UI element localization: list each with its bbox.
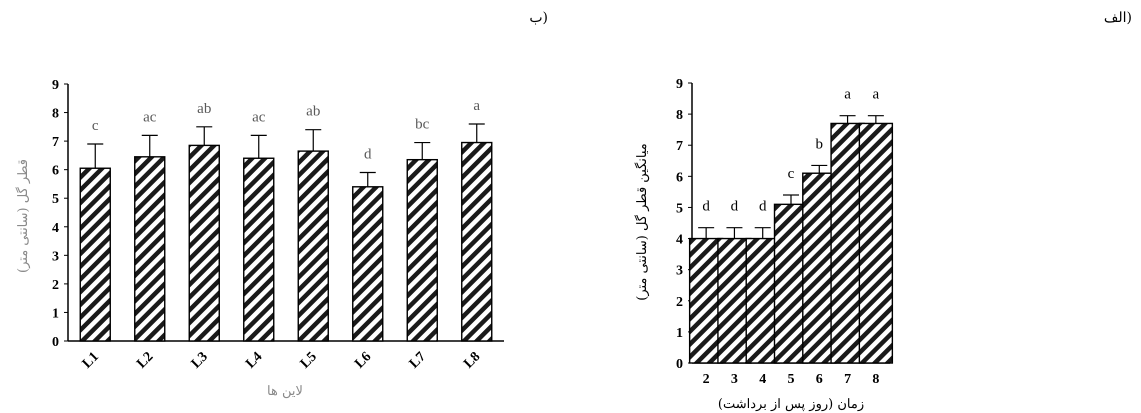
significance-letter: c	[788, 166, 795, 182]
y-tick-label: 5	[52, 192, 59, 207]
significance-letter: d	[364, 147, 372, 163]
x-tick-label: L1	[80, 349, 102, 371]
bar	[134, 156, 166, 342]
x-tick-label: 8	[872, 372, 879, 387]
y-tick-label: 8	[676, 108, 683, 123]
y-tick-label: 3	[52, 249, 59, 264]
significance-letter: d	[731, 199, 739, 215]
chart-b-xlabel: لاین ها	[267, 384, 303, 399]
significance-letter: ab	[197, 101, 211, 117]
chart-b-lines: 0 1 2 3 4 5 6 7 8 9 c L1 ac L2 ab L3 ac L4 ab L5 d L6 bc L7 a L8	[52, 78, 504, 372]
y-tick-label: 7	[52, 135, 59, 150]
y-tick-label: 1	[676, 326, 683, 341]
x-tick-label: L5	[298, 349, 320, 371]
x-tick-label: L2	[134, 349, 156, 371]
y-tick-label: 3	[676, 264, 683, 279]
y-tick-label: 4	[52, 221, 59, 236]
y-tick-label: 0	[676, 357, 683, 372]
x-tick-label: L4	[243, 349, 265, 371]
x-tick-label: 3	[731, 372, 738, 387]
chart-alef-ylabel: میانگین قطر گل (سانتی متر)	[634, 143, 650, 301]
x-tick-label: 5	[788, 372, 795, 387]
bar	[717, 237, 752, 364]
significance-letter: a	[473, 98, 480, 114]
x-tick-label: L7	[407, 349, 429, 371]
chart-alef-days: 0 1 2 3 4 5 6 7 8 9 d 2 d 3 d 4 c 5 b 6 a 7 a 8	[676, 77, 894, 387]
bar	[243, 157, 275, 342]
x-tick-label: 7	[844, 372, 851, 387]
x-tick-label: L3	[189, 349, 211, 371]
significance-letter: a	[873, 87, 880, 103]
bar	[406, 158, 438, 342]
bar	[773, 203, 809, 364]
y-tick-label: 0	[52, 335, 59, 350]
y-tick-label: 9	[676, 77, 683, 92]
significance-letter: ac	[252, 109, 266, 125]
chart-b-ylabel: قطر گل (سانتی متر)	[15, 159, 31, 273]
y-tick-label: 4	[676, 233, 683, 248]
y-tick-label: 8	[52, 107, 59, 122]
x-tick-label: 6	[816, 372, 823, 387]
y-tick-label: 1	[52, 306, 59, 321]
significance-letter: d	[702, 199, 710, 215]
bar	[352, 186, 384, 342]
significance-letter: c	[92, 118, 99, 134]
significance-letter: bc	[415, 117, 430, 133]
chart-alef-xlabel: زمان (روز پس از برداشت)	[718, 397, 864, 412]
x-tick-label: L6	[352, 349, 374, 371]
bar	[830, 122, 865, 364]
bar	[688, 237, 724, 364]
bar	[461, 141, 493, 342]
panel-label-b: ب)	[529, 10, 548, 26]
y-tick-label: 7	[676, 139, 683, 154]
significance-letter: ac	[143, 109, 157, 125]
significance-letter: a	[844, 87, 851, 103]
bar	[297, 150, 329, 342]
y-tick-label: 2	[52, 278, 59, 293]
significance-letter: ab	[306, 104, 320, 120]
y-tick-label: 6	[52, 164, 59, 179]
x-tick-label: L8	[461, 349, 483, 371]
y-tick-label: 5	[676, 201, 683, 216]
x-tick-label: 4	[759, 372, 766, 387]
y-tick-label: 9	[52, 78, 59, 93]
bar	[858, 122, 894, 364]
panel-label-alef: الف)	[1104, 10, 1132, 26]
y-tick-label: 6	[676, 170, 683, 185]
y-tick-label: 2	[676, 295, 683, 310]
significance-letter: b	[816, 136, 824, 152]
significance-letter: d	[759, 199, 767, 215]
x-tick-label: 2	[703, 372, 710, 387]
bar	[79, 167, 111, 342]
bar	[188, 144, 220, 342]
